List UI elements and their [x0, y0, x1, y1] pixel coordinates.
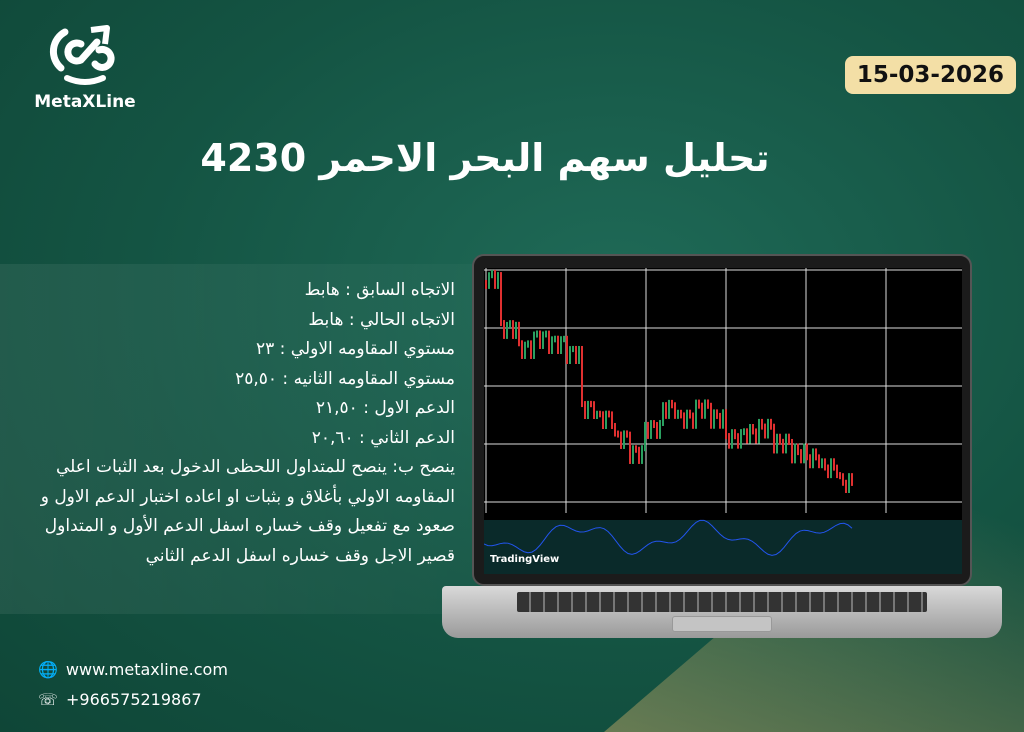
- keyboard: [517, 592, 927, 612]
- date-badge: 15-03-2026: [844, 56, 1016, 94]
- logo-icon: [49, 25, 115, 85]
- tradingview-watermark: TradingView: [490, 554, 560, 565]
- resistance-1: مستوي المقاومه الاولي : ٢٣: [255, 339, 455, 359]
- support-2: الدعم الثاني : ٢٠,٦٠: [311, 427, 455, 448]
- info-band: [0, 264, 520, 614]
- previous-trend: الاتجاه السابق : هابط: [304, 280, 455, 300]
- website-row: 🌐 www.metaxline.com: [38, 660, 228, 679]
- logo: MetaXLine: [30, 20, 140, 112]
- chart-image: [483, 268, 967, 574]
- brand-name: MetaXLine: [34, 92, 136, 112]
- phone-number: +966575219867: [66, 690, 202, 709]
- page-title: تحليل سهم البحر الاحمر 4230: [200, 136, 770, 180]
- whatsapp-icon: ☏: [38, 690, 59, 709]
- globe-icon: 🌐: [38, 660, 58, 679]
- chart-screen: TradingView: [483, 268, 967, 574]
- current-trend: الاتجاه الحالي : هابط: [308, 309, 455, 330]
- laptop: TradingView: [442, 254, 1002, 638]
- website-link[interactable]: www.metaxline.com: [65, 660, 228, 679]
- indicator-line: [483, 519, 853, 556]
- analysis-info: الاتجاه السابق : هابط الاتجاه الحالي : ه…: [30, 276, 455, 571]
- trackpad: [672, 616, 772, 632]
- phone-row: ☏ +966575219867: [38, 690, 202, 709]
- recommendation: ينصح ب: ينصح للمتداول اللحظى الدخول بعد …: [40, 457, 455, 566]
- support-1: الدعم الاول : ٢١,٥٠: [315, 398, 455, 418]
- indicator-pane: [484, 520, 962, 574]
- resistance-2: مستوي المقاومه الثانيه : ٢٥,٥٠: [235, 368, 455, 389]
